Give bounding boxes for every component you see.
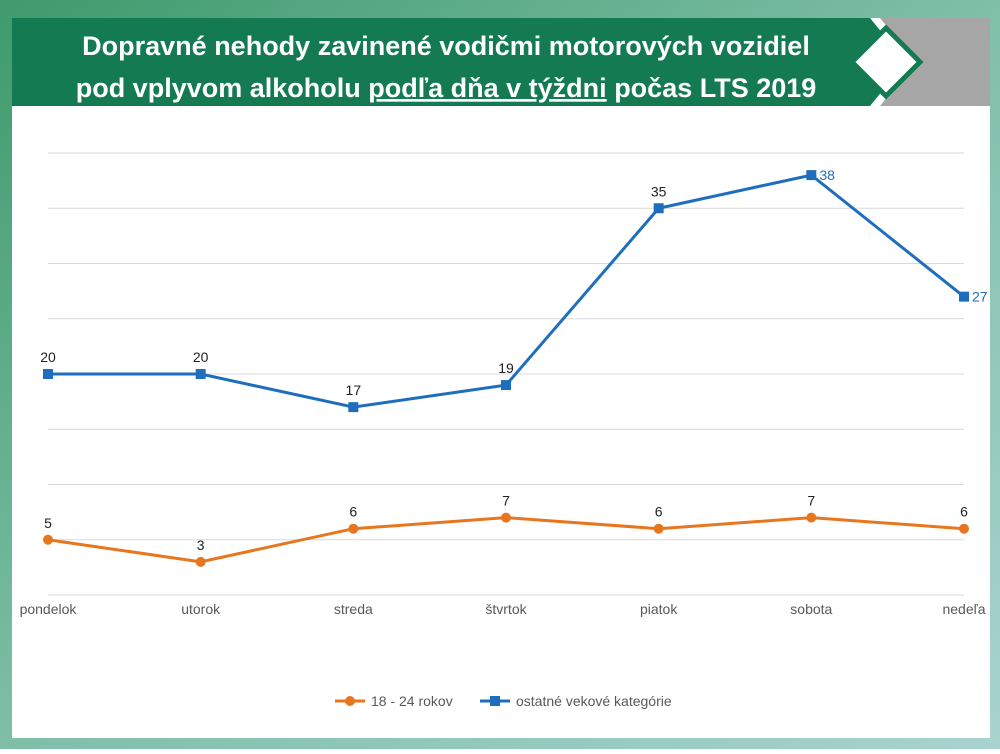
x-tick-label: piatok <box>640 601 678 617</box>
data-label: 6 <box>960 504 968 520</box>
title-part: pod vplyvom alkoholu <box>76 73 361 103</box>
marker <box>653 523 664 534</box>
plot: pondelok utorok streda štvrtok piatok sobota n… <box>20 152 988 709</box>
marker <box>195 556 206 567</box>
legend-label: 18 - 24 rokov <box>371 693 453 709</box>
data-label: 19 <box>498 360 514 376</box>
marker <box>501 512 511 523</box>
x-tick-label: utorok <box>181 601 221 617</box>
data-label: 7 <box>502 493 510 509</box>
title-underlined: podľa dňa v týždni <box>368 73 606 103</box>
marker <box>348 402 359 413</box>
data-label: 27 <box>972 289 988 305</box>
data-label: 20 <box>193 349 209 365</box>
marker <box>806 170 817 181</box>
marker <box>43 369 53 379</box>
data-label: 6 <box>349 504 357 520</box>
diamond-icon <box>848 24 924 100</box>
chart-title: Dopravné nehody zavinené vodičmi motorov… <box>82 31 810 61</box>
marker <box>348 523 359 534</box>
legend-label: ostatné vekové kategórie <box>516 693 672 709</box>
marker <box>43 534 53 545</box>
x-tick-label: sobota <box>790 601 832 617</box>
data-label: 20 <box>40 349 56 365</box>
marker <box>806 512 817 523</box>
x-tick-label: nedeľa <box>942 601 985 617</box>
data-label: 38 <box>819 167 835 183</box>
marker <box>959 523 969 534</box>
marker <box>501 380 511 391</box>
x-tick-label: štvrtok <box>485 601 527 617</box>
title-banner <box>12 18 906 106</box>
data-label: 7 <box>807 493 815 509</box>
marker <box>195 369 206 379</box>
data-label: 3 <box>197 537 205 553</box>
slide-panel <box>12 18 990 738</box>
legend-marker <box>345 696 355 706</box>
x-tick-label: streda <box>334 601 373 617</box>
x-tick-label: pondelok <box>20 601 78 617</box>
data-label: 17 <box>346 382 362 398</box>
data-label: 6 <box>655 504 663 520</box>
data-label: 35 <box>651 183 667 199</box>
title-side <box>880 18 990 106</box>
title-part: počas LTS 2019 <box>614 73 816 103</box>
data-label: 5 <box>44 515 52 531</box>
marker <box>653 203 664 214</box>
chart-title: pod vplyvom alkoholu podľa dňa v týždni … <box>76 73 817 103</box>
legend-marker <box>490 696 500 706</box>
marker <box>959 291 969 302</box>
